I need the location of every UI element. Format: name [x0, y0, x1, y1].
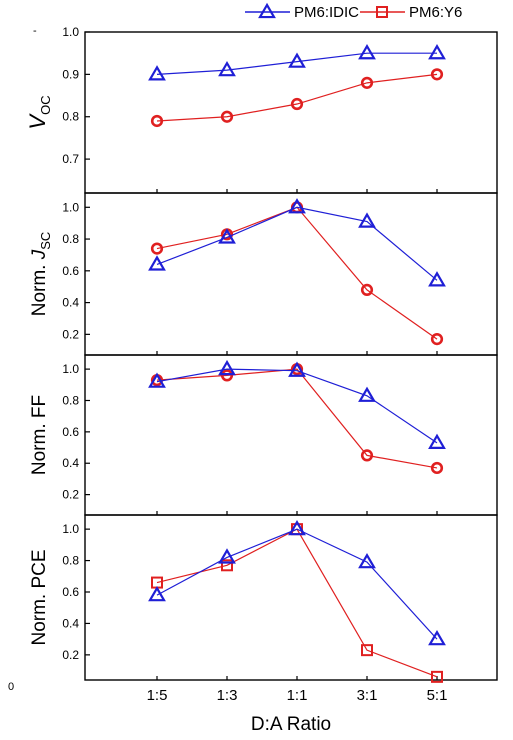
- y-tick-label: 0.6: [62, 425, 79, 439]
- data-point: [220, 110, 234, 123]
- data-point: [428, 433, 446, 449]
- y-tick-label: 0.4: [62, 616, 79, 630]
- series-line: [156, 528, 438, 640]
- panel-4: 0.2 0.4 0.6 0.8 1.0 Norm. PCE: [29, 514, 498, 683]
- panel-frame: [84, 31, 498, 194]
- y-tick-label: 1.0: [62, 25, 79, 39]
- x-axis-label: D:A Ratio: [251, 714, 331, 735]
- data-point: [288, 519, 306, 536]
- y-tick-label: 1.0: [62, 522, 79, 536]
- y-tick-label: 0.4: [62, 456, 79, 470]
- legend-label-pm6-idic: PM6:IDIC: [294, 4, 359, 21]
- x-tick-label: 1:3: [217, 687, 238, 704]
- series-pm6-y6: [150, 363, 444, 475]
- stray-text-bottom-left: 0: [8, 681, 14, 693]
- y-tick-label: 0.6: [62, 264, 79, 278]
- y-tick-label: 0.7: [62, 152, 79, 166]
- legend-marker-pm6-y6: [376, 6, 388, 18]
- y-tick-label: 0.9: [62, 67, 79, 81]
- y-tick-label: 0.2: [62, 648, 79, 662]
- y-axis-label: Norm. JSC: [29, 232, 53, 317]
- data-point: [431, 670, 443, 683]
- data-point: [358, 552, 376, 569]
- panel-2: 0.2 0.4 0.6 0.8 1.0 Norm. JSC: [29, 192, 498, 356]
- series-line: [156, 206, 438, 340]
- series-line: [156, 368, 438, 469]
- data-point: [428, 43, 446, 60]
- data-point: [148, 255, 166, 271]
- data-point: [218, 228, 236, 244]
- x-axis: 1:5 1:3 1:1 3:1 5:1 D:A Ratio: [147, 687, 448, 735]
- legend: PM6:IDIC PM6:Y6: [245, 2, 462, 21]
- data-point: [360, 449, 374, 462]
- data-point: [220, 369, 234, 382]
- data-point: [358, 43, 376, 60]
- data-point: [290, 97, 304, 111]
- x-tick-label: 1:5: [147, 687, 168, 704]
- panel-3: 0.2 0.4 0.6 0.8 1.0 Norm. FF: [29, 354, 498, 516]
- data-point: [150, 242, 164, 255]
- data-point: [148, 372, 166, 388]
- y-axis-label: VOC: [25, 95, 53, 129]
- series-pm6-y6: [150, 68, 444, 128]
- series-pm6-idic: [148, 198, 446, 287]
- data-point: [218, 548, 236, 564]
- x-tick-label: 5:1: [427, 687, 448, 704]
- series-line: [156, 52, 437, 75]
- y-axis-label: Norm. PCE: [29, 549, 50, 645]
- data-point: [428, 271, 446, 287]
- y-tick-label: 1.0: [62, 200, 79, 214]
- data-point: [288, 361, 306, 377]
- data-point: [150, 114, 164, 128]
- stray-text-top-left: -: [33, 25, 37, 37]
- series-pm6-y6: [151, 523, 443, 683]
- data-point: [360, 283, 374, 296]
- y-tick-label: 0.2: [62, 327, 79, 341]
- data-point: [148, 585, 166, 602]
- data-point: [430, 461, 444, 475]
- data-point: [358, 212, 376, 228]
- panel-frame: [84, 192, 498, 356]
- data-point: [218, 60, 236, 77]
- panel-frame: [84, 354, 498, 516]
- data-point: [430, 68, 444, 81]
- series-line: [156, 73, 438, 122]
- data-point: [361, 644, 373, 657]
- data-point: [360, 76, 374, 89]
- data-point: [428, 629, 446, 646]
- data-point: [288, 52, 306, 68]
- series-pm6-y6: [150, 201, 444, 346]
- panel-1: 0.7 0.8 0.9 1.0 VOC: [25, 25, 498, 194]
- y-axis-label: Norm. FF: [29, 395, 50, 475]
- series-line: [156, 206, 438, 281]
- legend-label-pm6-y6: PM6:Y6: [409, 4, 462, 21]
- data-point: [288, 198, 306, 214]
- panel-frame: [84, 514, 498, 681]
- series-line: [156, 528, 438, 678]
- series-pm6-idic: [148, 519, 446, 646]
- y-tick-label: 0.2: [62, 488, 79, 502]
- data-point: [221, 559, 233, 572]
- series-pm6-idic: [148, 43, 446, 81]
- y-tick-label: 0.8: [62, 554, 79, 568]
- data-point: [218, 359, 236, 376]
- y-tick-label: 0.6: [62, 585, 79, 599]
- x-tick-label: 1:1: [287, 687, 308, 704]
- y-tick-label: 0.8: [62, 232, 79, 246]
- legend-marker-pm6-idic: [258, 2, 276, 19]
- data-point: [430, 333, 444, 346]
- series-pm6-idic: [148, 359, 446, 449]
- data-point: [148, 65, 166, 81]
- x-tick-label: 3:1: [357, 687, 378, 704]
- y-tick-label: 0.8: [62, 110, 79, 124]
- y-tick-label: 0.4: [62, 296, 79, 310]
- series-line: [156, 368, 438, 444]
- data-point: [358, 386, 376, 402]
- y-tick-label: 0.8: [62, 393, 79, 407]
- y-tick-label: 1.0: [62, 362, 79, 376]
